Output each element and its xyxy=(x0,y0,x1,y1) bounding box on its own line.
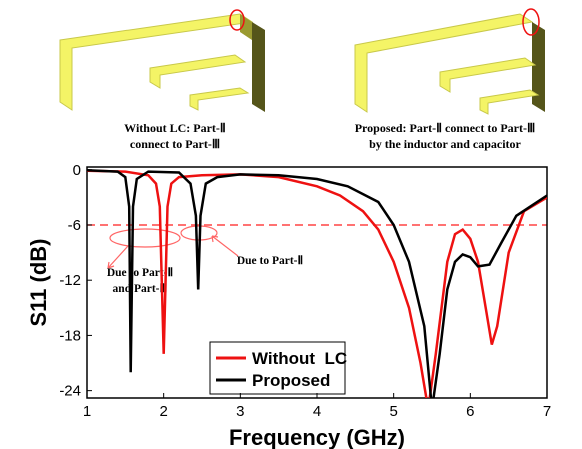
y-tick-label: -24 xyxy=(59,383,81,400)
series-line xyxy=(87,169,547,398)
caption: connect to Part-Ⅲ xyxy=(130,137,220,151)
y-axis-label: S11 (dB) xyxy=(26,238,51,326)
y-tick-label: -6 xyxy=(68,217,81,234)
annotation-shapes xyxy=(107,225,239,269)
x-tick-label: 1 xyxy=(83,403,91,420)
x-axis-label: Frequency (GHz) xyxy=(229,425,405,449)
y-tick-label: -12 xyxy=(59,272,81,289)
caption: Without LC: Part-Ⅱ xyxy=(124,121,226,135)
x-tick-label: 3 xyxy=(236,403,244,420)
legend-label: Proposed xyxy=(252,371,330,390)
annotation: Due to Part-Ⅱ xyxy=(237,254,303,267)
x-tick-label: 4 xyxy=(313,403,321,420)
plot-area xyxy=(87,168,547,398)
caption: Proposed: Part-Ⅱ connect to Part-Ⅲ xyxy=(355,121,536,135)
legend-box xyxy=(209,341,346,395)
series-line xyxy=(87,168,547,398)
x-tick-label: 5 xyxy=(389,403,397,420)
y-tick-label: 0 xyxy=(73,162,81,179)
annotation: Due to Part-Ⅱ xyxy=(107,266,173,279)
structure-left xyxy=(59,9,265,112)
legend-label: Without LC xyxy=(252,349,347,368)
annotation: and Part-Ⅲ xyxy=(113,282,168,295)
x-tick-label: 6 xyxy=(466,403,474,420)
y-tick-label: -18 xyxy=(59,327,81,344)
x-tick-label: 2 xyxy=(159,403,167,420)
structure-right xyxy=(354,8,545,115)
x-tick-label: 7 xyxy=(543,403,551,420)
caption: by the inductor and capacitor xyxy=(369,137,521,151)
